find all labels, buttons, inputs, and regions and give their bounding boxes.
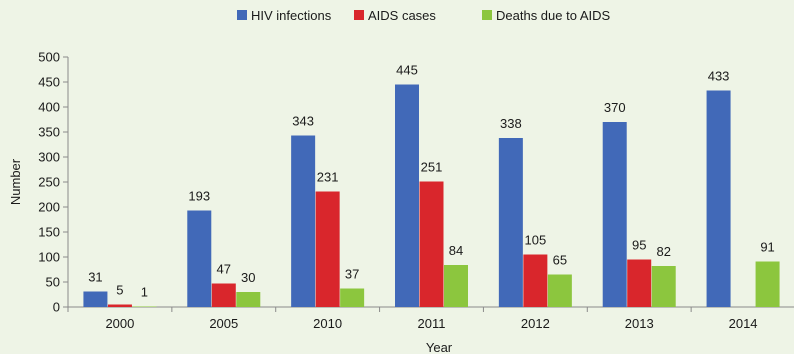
- data-label: 95: [632, 238, 646, 253]
- data-label: 231: [317, 170, 339, 185]
- bar-hiv-infections: [187, 210, 212, 307]
- y-tick-label: 300: [38, 150, 60, 165]
- y-axis: 0 50 100 150 200 250 300 350 400 450 500: [38, 50, 69, 315]
- bar-deaths-due-to-aids: [132, 306, 157, 307]
- y-tick-label: 50: [46, 275, 60, 290]
- bar-deaths-due-to-aids: [444, 265, 468, 307]
- bar-aids-cases: [627, 259, 652, 307]
- bar-hiv-infections: [706, 90, 731, 307]
- data-label: 445: [396, 63, 418, 78]
- data-label: 251: [421, 160, 443, 175]
- bar-aids-cases: [315, 191, 340, 307]
- x-tick-label: 2014: [729, 316, 758, 331]
- y-tick-label: 250: [38, 175, 60, 190]
- data-label: 31: [88, 270, 102, 285]
- x-axis-title: Year: [426, 340, 453, 354]
- data-label: 343: [292, 114, 314, 129]
- y-tick-label: 400: [38, 100, 60, 115]
- x-tick-label: 2000: [105, 316, 134, 331]
- x-tick-label: 2013: [625, 316, 654, 331]
- y-tick-label: 200: [38, 200, 60, 215]
- bar-hiv-infections: [602, 122, 627, 307]
- bar-deaths-due-to-aids: [236, 292, 261, 307]
- legend-label: Deaths due to AIDS: [496, 8, 611, 23]
- data-labels: 31 193 343 445 338 370 433 5 47 231 251 105 95 1 30 37 8…: [88, 63, 775, 300]
- bar-aids-cases: [523, 254, 548, 307]
- legend: HIV infections AIDS cases Deaths due to AI…: [237, 8, 611, 23]
- x-tick-label: 2012: [521, 316, 550, 331]
- bar-deaths-due-to-aids: [547, 274, 572, 307]
- y-tick-label: 150: [38, 225, 60, 240]
- data-label: 65: [553, 253, 567, 268]
- y-tick-label: 450: [38, 75, 60, 90]
- bar-hiv-infections: [395, 84, 419, 307]
- x-axis: 2000 2005 2010 2011 2012 2013 2014: [67, 306, 794, 331]
- bar-hiv-infections: [498, 138, 523, 307]
- legend-swatch: [237, 10, 247, 20]
- bar-hiv-infections: [291, 135, 316, 307]
- y-tick-label: 350: [38, 125, 60, 140]
- y-tick-label: 100: [38, 250, 60, 265]
- x-tick-label: 2011: [418, 316, 446, 331]
- y-axis-title: Number: [8, 158, 23, 205]
- bar-aids-cases: [107, 304, 132, 307]
- data-label: 5: [116, 283, 123, 298]
- data-label: 37: [345, 267, 359, 282]
- bar-deaths-due-to-aids: [340, 288, 365, 307]
- data-label: 47: [217, 262, 231, 277]
- data-label: 338: [500, 116, 522, 131]
- bar-deaths-due-to-aids: [755, 261, 780, 307]
- data-label: 91: [760, 240, 774, 255]
- bar-hiv-infections: [83, 291, 108, 307]
- bar-aids-cases: [211, 283, 236, 307]
- legend-label: HIV infections: [251, 8, 332, 23]
- x-tick-label: 2010: [313, 316, 342, 331]
- data-label: 193: [188, 189, 210, 204]
- y-tick-label: 500: [38, 50, 60, 65]
- data-label: 82: [656, 244, 670, 259]
- legend-swatch: [482, 10, 492, 20]
- data-label: 30: [241, 270, 255, 285]
- bars: [83, 84, 780, 307]
- data-label: 1: [141, 285, 148, 300]
- data-label: 370: [604, 100, 626, 115]
- bar-deaths-due-to-aids: [651, 266, 676, 307]
- legend-swatch: [354, 10, 364, 20]
- legend-label: AIDS cases: [368, 8, 436, 23]
- data-label: 105: [525, 233, 547, 248]
- data-label: 433: [708, 69, 730, 84]
- x-tick-label: 2005: [209, 316, 238, 331]
- data-label: 84: [449, 243, 463, 258]
- bar-aids-cases: [419, 181, 444, 307]
- y-tick-label: 0: [53, 300, 60, 315]
